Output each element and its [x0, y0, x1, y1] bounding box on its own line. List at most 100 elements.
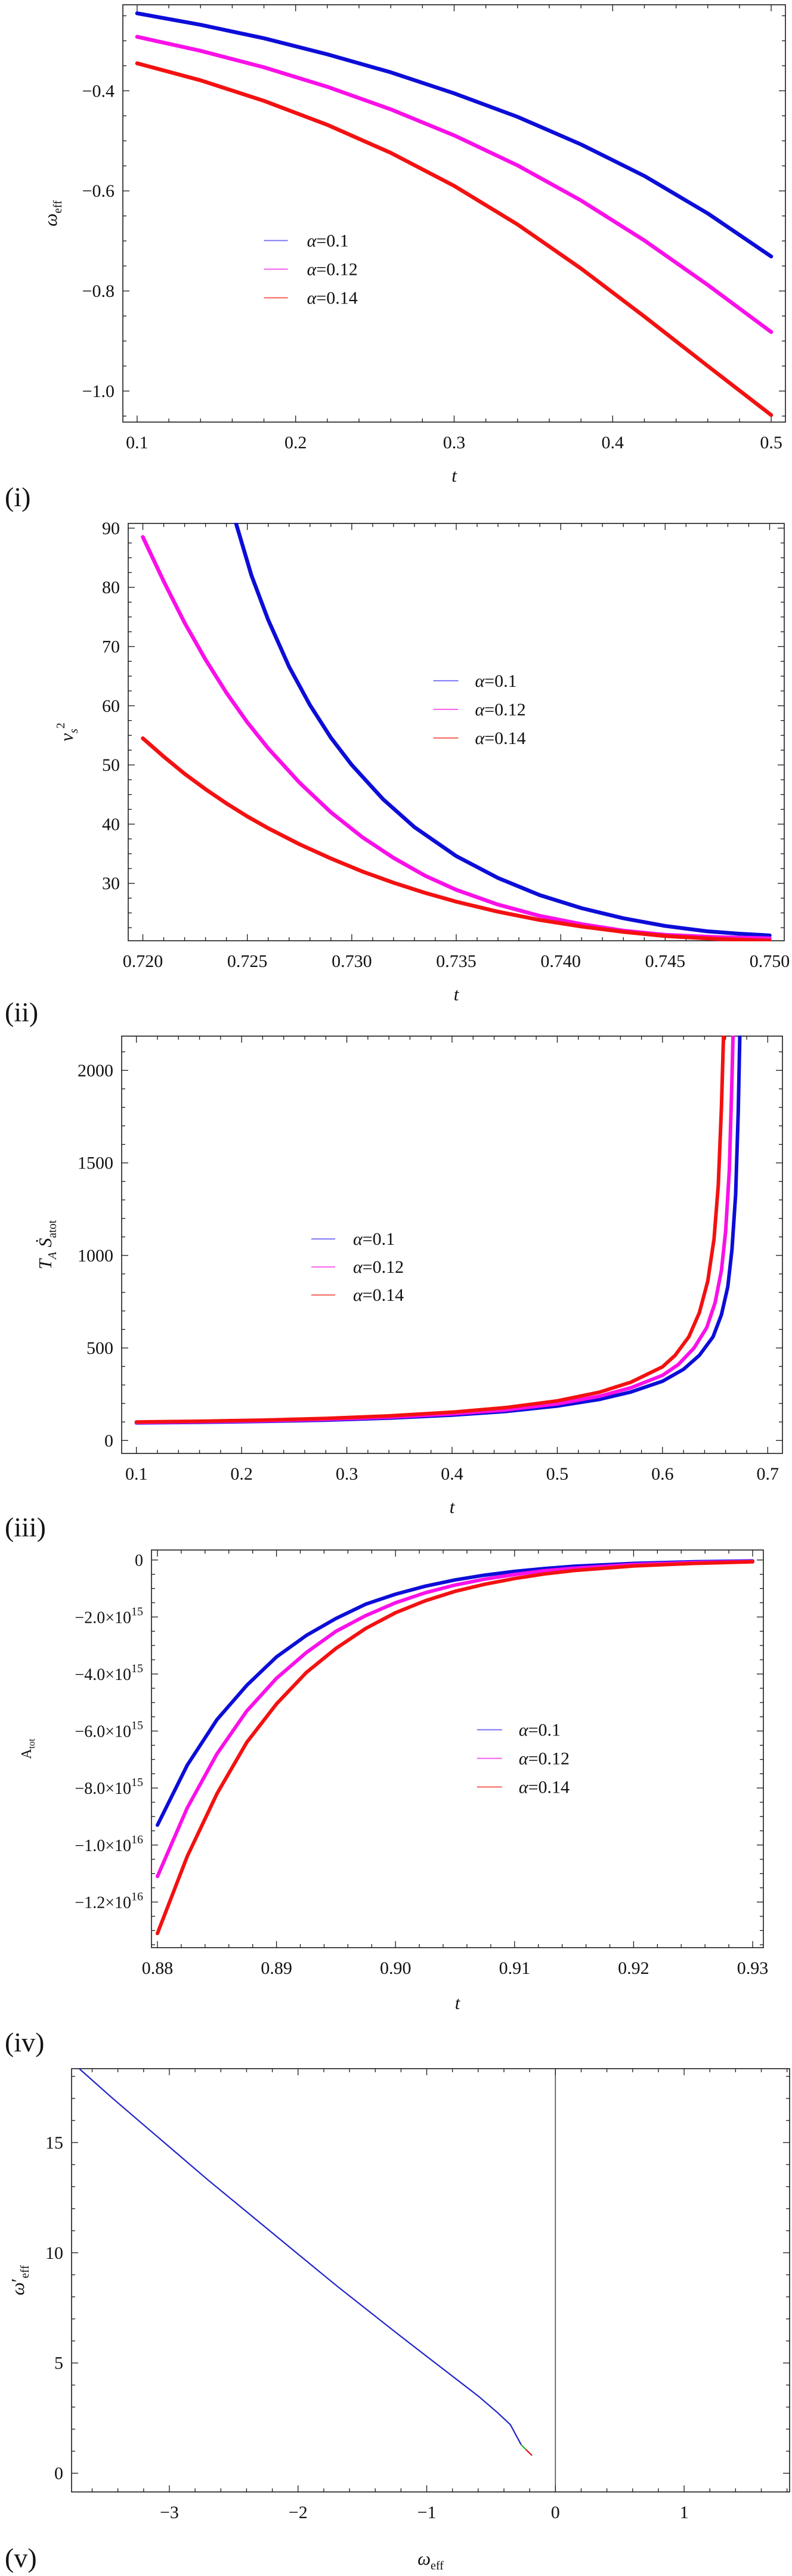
panel-label-iv: (iv)	[5, 2027, 45, 2057]
x-tick-label: 0.750	[750, 951, 790, 971]
x-tick-label: 0.735	[436, 951, 477, 971]
legend-iii: α=0.1 α=0.12 α=0.14	[311, 1229, 404, 1305]
y-tick-label: −2.0×1015	[75, 1605, 143, 1627]
plot-canvas-ii: 0.720 0.725 0.730 0.735 0.740 0.745 0.750 30 40 5…	[54, 519, 790, 1005]
x-tick-label: 0.93	[737, 1958, 769, 1978]
figure-panel-i: 0.1 0.2 0.3 0.4 0.5 −0.4 −0.6 −0.8 −1.0 α=0.1 α=0.…	[0, 0, 792, 515]
y-tick-label: 0	[54, 2464, 63, 2484]
y-tick-label: 50	[102, 755, 120, 775]
ticks-i	[123, 5, 785, 422]
x-tick-label: 0.4	[602, 433, 624, 452]
ticks-v	[72, 2069, 790, 2492]
y-tick-label: 90	[102, 519, 120, 538]
legend-label: α=0.12	[307, 260, 358, 280]
y-tick-label: 40	[102, 814, 120, 834]
y-tick-label: 5	[54, 2354, 63, 2373]
plot-canvas-iii: 0.1 0.2 0.3 0.4 0.5 0.6 0.7 0 500 1000 1500 2000 α=0…	[35, 1036, 783, 1517]
x-tick-label: 0.92	[618, 1958, 649, 1978]
y-tick-label: −6.0×1015	[75, 1719, 143, 1741]
plot-canvas-iv: 0.88 0.89 0.90 0.91 0.92 0.93 0 −2.0×1015 −4.0×1…	[19, 1549, 769, 2013]
legend-label: α=0.12	[519, 1749, 570, 1768]
legend-label: α=0.1	[519, 1720, 561, 1740]
x-tick-label: 0.6	[651, 1464, 674, 1484]
plot-frame-iv	[151, 1549, 764, 1948]
x-tick-label: 0	[551, 2503, 560, 2522]
plot-frame-v	[71, 2068, 790, 2493]
legend-label: α=0.14	[353, 1285, 404, 1305]
y-tick-label: −1.2×1016	[75, 1890, 143, 1912]
y-tick-label: −1.0	[82, 382, 115, 401]
legend-label: α=0.1	[353, 1229, 395, 1249]
x-axis-label-iv: t	[455, 1992, 461, 2013]
x-tick-label: 0.88	[142, 1958, 174, 1978]
y-tick-label: −4.0×1015	[75, 1662, 143, 1684]
legend-label: α=0.14	[307, 289, 358, 308]
panel-label-ii: (ii)	[5, 997, 39, 1027]
y-tick-label: −0.6	[82, 181, 115, 201]
legend-label: α=0.1	[475, 671, 517, 691]
y-tick-label: 30	[102, 874, 120, 894]
x-tick-label: 1	[680, 2503, 689, 2522]
panel-label-iii: (iii)	[5, 1512, 46, 1542]
y-tick-label: −0.8	[82, 281, 115, 301]
curve-alpha-0.12	[156, 1560, 754, 1878]
x-tick-label: 0.745	[645, 951, 686, 971]
curve-alpha-0.12	[134, 1036, 735, 1425]
x-tick-label: 0.3	[336, 1464, 358, 1484]
curves-iv	[156, 1559, 754, 1936]
x-tick-label: 0.1	[125, 1464, 148, 1484]
panel-label-i: (i)	[5, 482, 31, 512]
curve-alpha-0.14	[141, 736, 772, 941]
x-tick-label: 0.89	[261, 1958, 292, 1978]
ticks-iii	[122, 1036, 782, 1453]
x-tick-label: 0.2	[230, 1464, 253, 1484]
figure-panel-ii: 0.720 0.725 0.730 0.735 0.740 0.745 0.750 30 40 5…	[0, 515, 792, 1030]
y-tick-label: 10	[45, 2243, 63, 2263]
y-axis-label-ii: vs2	[54, 723, 81, 742]
figure-panel-iii: 0.1 0.2 0.3 0.4 0.5 0.6 0.7 0 500 1000 1500 2000 α=0…	[0, 1030, 792, 1545]
panel-label-v: (v)	[5, 2543, 37, 2573]
x-tick-label: −3	[160, 2503, 179, 2522]
x-tick-label: 0.725	[227, 951, 268, 971]
curve-alpha-0.1	[156, 1559, 754, 1827]
x-axis-label-ii: t	[454, 984, 460, 1005]
curve-alpha-0.1	[78, 2068, 522, 2446]
y-tick-label: 1000	[78, 1246, 113, 1266]
legend-label: α=0.14	[475, 729, 526, 748]
ticks-ii	[128, 523, 784, 941]
x-tick-label: 0.1	[126, 433, 148, 452]
plot-canvas-i: 0.1 0.2 0.3 0.4 0.5−0.4−0.6−0.8−1.0α=0.1α=0.…	[40, 4, 786, 486]
curve-alpha-0.14	[525, 2449, 533, 2456]
legend-iv: α=0.1 α=0.12 α=0.14	[477, 1720, 570, 1797]
legend-label: α=0.14	[519, 1777, 570, 1797]
plot-frame-i	[122, 4, 786, 423]
legend-label: α=0.1	[307, 231, 349, 251]
ticks-iv	[151, 1550, 763, 1948]
x-tick-label: −2	[289, 2503, 308, 2522]
y-tick-label: −0.4	[82, 81, 115, 101]
curves-i	[135, 11, 774, 417]
x-tick-label: 0.3	[443, 433, 466, 452]
y-tick-label: 500	[86, 1338, 113, 1358]
x-tick-label: 0.90	[380, 1958, 412, 1978]
y-axis-label-v: ω′eff	[7, 2265, 32, 2295]
y-tick-label: 0	[135, 1552, 143, 1570]
y-tick-label: 60	[102, 696, 120, 716]
x-axis-label-v: ωeff	[417, 2548, 444, 2572]
curve-alpha-0.12	[135, 35, 774, 334]
y-tick-label: 15	[45, 2133, 63, 2153]
x-tick-label: 0.5	[760, 433, 782, 452]
x-tick-label: 0.91	[499, 1958, 531, 1978]
figure-panel-v: −3 −2 −1 0 1 0 5 10 15 ωeff ω′eff (v)	[0, 2060, 792, 2576]
curve-alpha-0.1	[135, 11, 774, 259]
y-axis-label-iv: Atot	[19, 1738, 37, 1759]
x-tick-label: 0.730	[332, 951, 372, 971]
x-tick-label: 0.4	[441, 1464, 463, 1484]
y-tick-label: 80	[102, 578, 120, 597]
x-tick-label: 0.720	[123, 951, 163, 971]
legend-label: α=0.12	[475, 700, 526, 720]
curve-alpha-0.12	[520, 2444, 527, 2451]
y-tick-label: −8.0×1015	[75, 1776, 143, 1798]
x-axis-label-iii: t	[450, 1496, 456, 1517]
